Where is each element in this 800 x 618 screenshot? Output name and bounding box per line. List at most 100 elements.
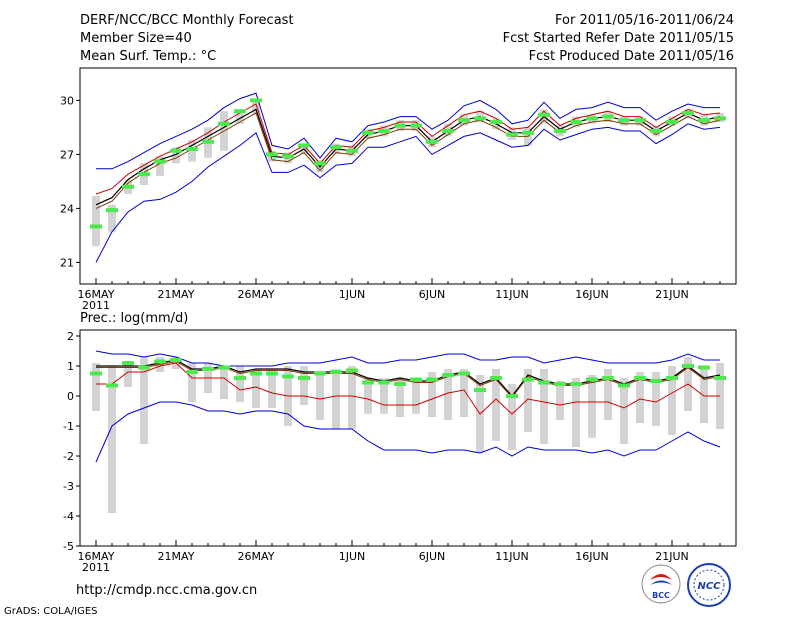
- temp-ensemble-marker: [650, 129, 662, 133]
- temp-spread-box: [252, 102, 260, 115]
- precip-ensemble-marker: [298, 376, 310, 380]
- precip-spread-box: [652, 372, 660, 426]
- fcst-started-label: Fcst Started Refer Date 2011/05/15: [503, 31, 734, 46]
- temp-ensemble-marker: [362, 130, 374, 135]
- temp-ytick-label: 24: [60, 202, 74, 215]
- temp-ensemble-marker: [90, 224, 102, 229]
- precip-ensemble-marker: [218, 365, 230, 370]
- precip-ensemble-marker: [186, 370, 198, 374]
- precip-ytick-label: -2: [63, 450, 74, 463]
- precip-ytick-label: -4: [63, 510, 74, 523]
- temp-ensemble-marker: [682, 111, 694, 115]
- precip-spread-box: [124, 363, 132, 387]
- precip-spread-box: [236, 366, 244, 402]
- precip-ytick-label: -1: [63, 420, 74, 433]
- precip-ensemble-marker: [202, 367, 214, 371]
- precip-spread-box: [396, 378, 404, 417]
- precip-ytick-label: 1: [67, 360, 74, 373]
- precip-spread-box: [300, 366, 308, 405]
- precip-ytick-label: 0: [67, 390, 74, 403]
- temp-ensemble-marker: [138, 172, 150, 177]
- temp-ytick-label: 30: [60, 94, 74, 107]
- precip-ensemble-marker: [170, 358, 182, 362]
- temperature-plot-frame: [79, 67, 737, 285]
- precipitation-plot-frame: [79, 329, 737, 547]
- temp-ensemble-marker: [330, 145, 342, 150]
- precip-ensemble-marker: [282, 374, 294, 379]
- precip-spread-box: [252, 369, 260, 408]
- temp-series-lower: [95, 123, 721, 263]
- precip-spread-box: [316, 372, 324, 420]
- temp-ensemble-marker: [218, 121, 230, 126]
- precip-ensemble-marker: [698, 365, 710, 370]
- member-size-label: Member Size=40: [80, 31, 192, 46]
- ncc-logo: NCC: [687, 563, 731, 607]
- precip-xtick-label: 26MAY: [238, 550, 275, 563]
- precip-ensemble-marker: [490, 376, 502, 380]
- temp-ensemble-marker: [394, 123, 406, 128]
- temp-ensemble-marker: [474, 116, 486, 121]
- temp-ensemble-marker: [538, 112, 550, 117]
- precip-spread-box: [428, 372, 436, 417]
- precip-series-mean: [96, 359, 721, 397]
- precip-spread-box: [636, 372, 644, 423]
- precip-ensemble-marker: [90, 371, 102, 376]
- temp-year-label: 2011: [82, 299, 110, 312]
- precip-ytick-label: -5: [63, 540, 74, 553]
- precip-year-label: 2011: [82, 561, 110, 574]
- precip-ensemble-marker: [602, 376, 614, 380]
- bcc-logo: BCC: [641, 564, 681, 604]
- precip-ensemble-marker: [234, 376, 246, 380]
- temp-ensemble-marker: [554, 129, 566, 133]
- temp-ensemble-marker: [426, 139, 438, 144]
- temp-ensemble-marker: [202, 139, 214, 144]
- precip-spread-box: [540, 369, 548, 444]
- temp-ytick-label: 27: [60, 148, 74, 161]
- temp-ensemble-marker: [298, 143, 310, 148]
- temp-xtick-label: 21MAY: [158, 288, 195, 301]
- temp-series-gold: [95, 112, 721, 209]
- precip-ensemble-marker: [522, 377, 534, 382]
- precip-xtick-label: 6JUN: [419, 550, 446, 563]
- temp-spread-box: [172, 147, 180, 164]
- precip-spread-box: [140, 357, 148, 444]
- bcc-logo-swoosh-blue: [650, 580, 672, 585]
- temp-ensemble-marker: [442, 129, 454, 133]
- temp-xtick-label: 6JUN: [419, 288, 446, 301]
- temp-ensemble-marker: [714, 116, 726, 121]
- precip-spread-box: [220, 366, 228, 399]
- precip-xtick-label: 21JUN: [655, 550, 689, 563]
- temp-ensemble-marker: [346, 148, 358, 153]
- temp-ensemble-marker: [186, 147, 198, 151]
- precip-xtick-label: 1JUN: [339, 550, 366, 563]
- precip-ensemble-marker: [538, 380, 550, 385]
- temp-xtick-label: 26MAY: [238, 288, 275, 301]
- temp-ensemble-marker: [170, 148, 182, 153]
- temp-ensemble-marker: [618, 118, 630, 123]
- temp-series-max: [96, 92, 720, 170]
- precip-ensemble-marker: [634, 376, 646, 380]
- temp-ensemble-marker: [314, 161, 326, 166]
- precip-ensemble-marker: [714, 376, 726, 380]
- precip-xtick-label: 16MAY: [78, 550, 115, 563]
- precip-ensemble-marker: [122, 361, 134, 365]
- temp-ensemble-marker: [106, 208, 118, 213]
- temp-spread-box: [92, 195, 100, 247]
- temp-ensemble-marker: [122, 184, 134, 189]
- precip-ensemble-marker: [330, 370, 342, 374]
- precip-spread-box: [364, 378, 372, 414]
- precip-spread-box: [668, 366, 676, 435]
- fcst-produced-label: Fcst Produced Date 2011/05/16: [529, 49, 734, 64]
- temp-ensemble-marker: [666, 120, 678, 124]
- precip-spread-box: [604, 369, 612, 420]
- precip-spread-box: [508, 384, 516, 450]
- temp-ensemble-marker: [506, 132, 518, 137]
- precip-spread-box: [412, 378, 420, 414]
- temp-ensemble-marker: [490, 120, 502, 124]
- precip-ensemble-marker: [426, 377, 438, 382]
- precip-ensemble-marker: [266, 371, 278, 376]
- forecast-period-label: For 2011/05/16-2011/06/24: [555, 13, 734, 28]
- precip-ensemble-marker: [346, 368, 358, 373]
- temp-xtick-label: 16MAY: [78, 288, 115, 301]
- precip-series-min: [95, 401, 721, 463]
